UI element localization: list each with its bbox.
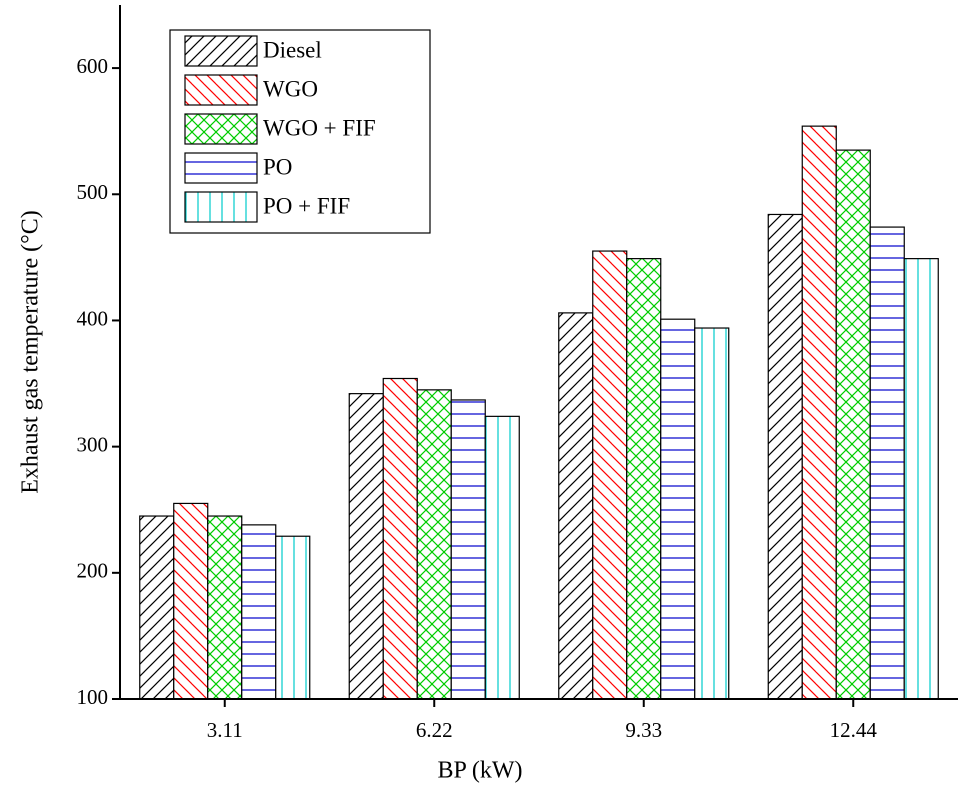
legend-label: WGO	[263, 76, 318, 101]
bar	[903, 258, 939, 700]
x-axis-label: BP (kW)	[437, 758, 522, 784]
bar	[694, 327, 730, 700]
bar	[767, 213, 803, 700]
legend-label: WGO + FIF	[263, 115, 376, 140]
y-tick-label: 300	[77, 432, 109, 456]
bar	[626, 258, 662, 700]
bar	[382, 377, 418, 700]
bar	[592, 250, 628, 700]
y-tick-label: 100	[77, 685, 109, 709]
legend-label: Diesel	[263, 37, 322, 62]
legend-swatch	[184, 191, 258, 223]
bar	[348, 393, 384, 700]
bar	[801, 125, 837, 700]
bar	[416, 389, 452, 700]
bar	[139, 515, 175, 700]
legend-swatch	[184, 152, 258, 184]
bar	[869, 226, 905, 700]
legend-label: PO + FIF	[263, 193, 350, 218]
bar	[660, 318, 696, 700]
legend-swatch	[184, 74, 258, 106]
y-tick-label: 200	[77, 559, 109, 583]
bar	[835, 149, 871, 700]
x-tick-label: 6.22	[416, 718, 453, 742]
legend-label: PO	[263, 154, 292, 179]
bar	[558, 312, 594, 700]
bar	[450, 399, 486, 700]
x-tick-label: 9.33	[625, 718, 662, 742]
y-tick-label: 500	[77, 180, 109, 204]
y-tick-label: 400	[77, 306, 109, 330]
y-tick-label: 600	[77, 54, 109, 78]
bar	[484, 415, 520, 700]
bar	[241, 524, 277, 700]
legend-swatch	[184, 113, 258, 145]
x-tick-label: 12.44	[830, 718, 878, 742]
bar	[173, 502, 209, 700]
bar	[275, 535, 311, 700]
y-axis-label: Exhaust gas temperature (°C)	[18, 210, 44, 494]
bar	[207, 515, 243, 700]
legend-swatch	[184, 35, 258, 67]
x-tick-label: 3.11	[207, 718, 243, 742]
